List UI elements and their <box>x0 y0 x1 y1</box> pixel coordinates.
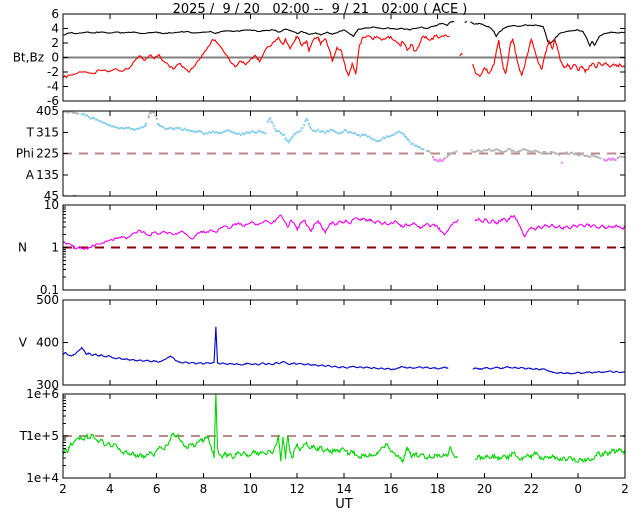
x-tick-label: 10 <box>243 482 258 496</box>
y-tick-label: 4 <box>51 22 59 36</box>
y-tick-label: -2 <box>47 65 59 79</box>
panel-n: 10 1 0.1 N <box>18 198 626 297</box>
x-tick-label: 6 <box>153 482 161 496</box>
x-axis-title: UT <box>335 497 353 512</box>
y-tick-label: 1e+4 <box>26 471 59 485</box>
y-axis-unit-label-n: N <box>18 241 27 255</box>
tick-marks <box>63 205 625 290</box>
x-tick-label: 0 <box>574 482 582 496</box>
chart-title: 2025 / 9 / 20 02:00 -- 9 / 21 02:00 ( AC… <box>172 2 468 17</box>
y-tick-label: 1 <box>51 241 59 255</box>
tick-marks <box>63 111 625 196</box>
panel-phi: 405 315 225 135 45 T Phi A <box>16 104 626 203</box>
y-axis-unit-label-t: T <box>19 429 28 443</box>
y-axis-unit-label-btbz: Bt,Bz <box>13 51 44 65</box>
series-n <box>63 214 625 251</box>
y-tick-label: 225 <box>36 147 59 161</box>
y-tick-label: 135 <box>36 168 59 182</box>
y-tick-label: 10 <box>44 198 59 212</box>
y-tick-label: 1e+5 <box>26 429 59 443</box>
x-tick-label: 20 <box>477 482 492 496</box>
tick-marks <box>63 394 625 478</box>
y-tick-label: 0.1 <box>40 283 59 297</box>
y-tick-label: 1e+6 <box>26 387 59 401</box>
y-tick-label: 0 <box>51 51 59 65</box>
tick-marks <box>63 14 625 101</box>
y-tick-label: 405 <box>36 104 59 118</box>
x-tick-label: 8 <box>200 482 208 496</box>
series-bz <box>63 34 625 79</box>
x-tick-label: 4 <box>106 482 114 496</box>
panel-v: 500 400 300 V <box>19 293 626 392</box>
panel-border <box>62 299 626 386</box>
series-bt <box>63 20 625 48</box>
y-tick-label: -4 <box>47 80 59 94</box>
y-axis-unit-label-v: V <box>19 336 28 350</box>
x-tick-label: 22 <box>524 482 539 496</box>
x-tick-label: 2 <box>59 482 67 496</box>
series-v <box>63 326 625 375</box>
y-tick-label: 6 <box>51 7 59 21</box>
y-tick-label: 400 <box>36 336 59 350</box>
phi-dots <box>63 111 625 196</box>
y-tick-label: 300 <box>36 378 59 392</box>
x-tick-label: 2 <box>621 482 629 496</box>
y-tick-label: 500 <box>36 293 59 307</box>
x-tick-label: 16 <box>383 482 398 496</box>
y-axis-unit-label-phi: A <box>26 168 35 182</box>
x-tick-label: 18 <box>430 482 445 496</box>
tick-marks <box>63 300 625 385</box>
y-tick-label: -6 <box>47 94 59 108</box>
x-tick-label: 14 <box>336 482 351 496</box>
y-tick-label: 315 <box>36 125 59 139</box>
y-tick-label: 45 <box>44 189 59 203</box>
series-t <box>63 394 625 464</box>
x-tick-label: 12 <box>290 482 305 496</box>
y-axis-unit-label-phi: T <box>26 125 35 139</box>
panel-t: 1e+6 1e+5 1e+4 T <box>19 387 626 485</box>
y-axis-unit-label-phi: Phi <box>16 147 34 161</box>
y-tick-label: 2 <box>51 36 59 50</box>
